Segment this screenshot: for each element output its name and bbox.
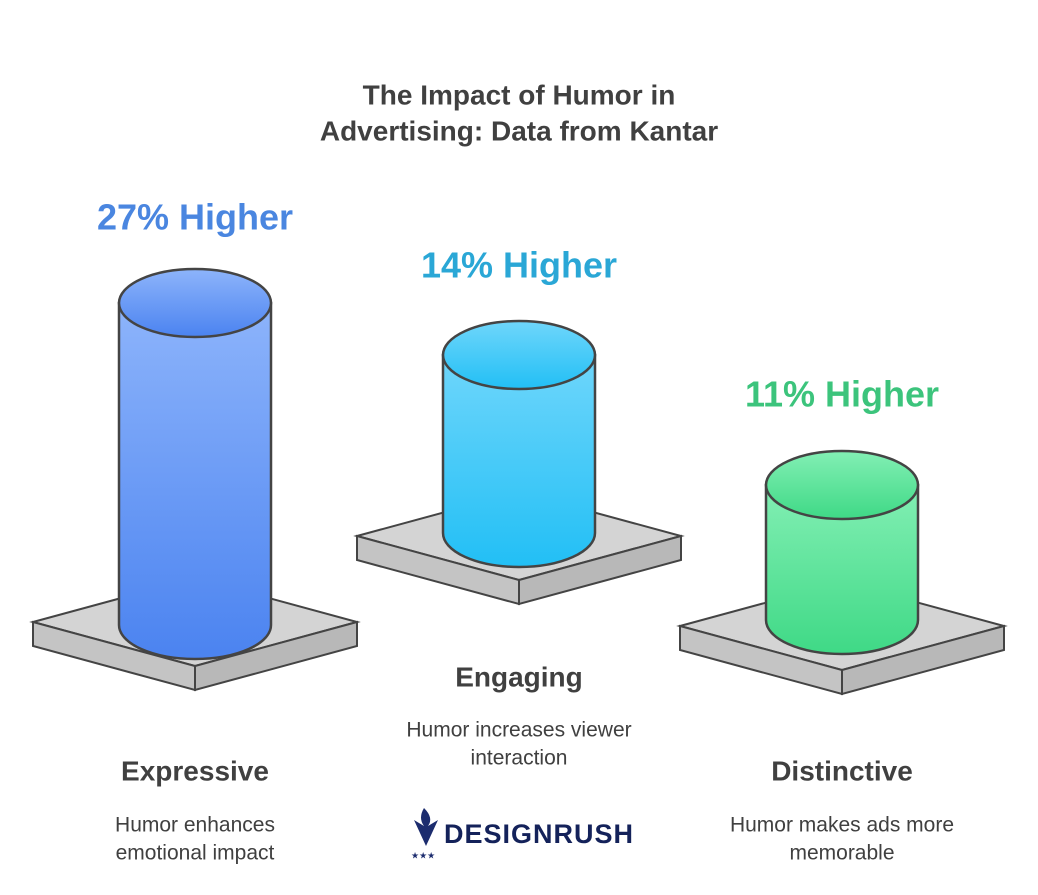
item-description: Humor makes ads more	[730, 814, 954, 837]
title-line: Advertising: Data from Kantar	[320, 115, 718, 146]
item-description: interaction	[471, 747, 568, 770]
logo-stars: ★★★	[411, 850, 435, 860]
logo-icon	[414, 808, 438, 846]
item-description: Humor enhances	[115, 814, 275, 837]
platform-side	[518, 534, 682, 606]
title-line: The Impact of Humor in	[363, 79, 676, 110]
value-label: 14% Higher	[421, 245, 617, 286]
platform-side	[194, 620, 358, 692]
value-label: 27% Higher	[97, 197, 293, 238]
logo: ★★★ DESIGNRUSH	[411, 808, 634, 860]
item-name: Distinctive	[771, 755, 913, 786]
cylinder	[441, 353, 597, 569]
platform-side	[841, 624, 1005, 696]
cylinder-top	[764, 449, 920, 521]
item-name: Engaging	[455, 661, 583, 692]
cylinder	[117, 301, 273, 661]
cylinder-top	[117, 267, 273, 339]
item-description: emotional impact	[116, 842, 275, 865]
item-description: Humor increases viewer	[406, 719, 631, 742]
cylinder-top	[441, 319, 597, 391]
value-label: 11% Higher	[745, 374, 939, 415]
item-description: memorable	[789, 842, 894, 865]
cylinder	[764, 483, 920, 656]
logo-text: DESIGNRUSH	[444, 819, 634, 849]
item-name: Expressive	[121, 755, 269, 786]
